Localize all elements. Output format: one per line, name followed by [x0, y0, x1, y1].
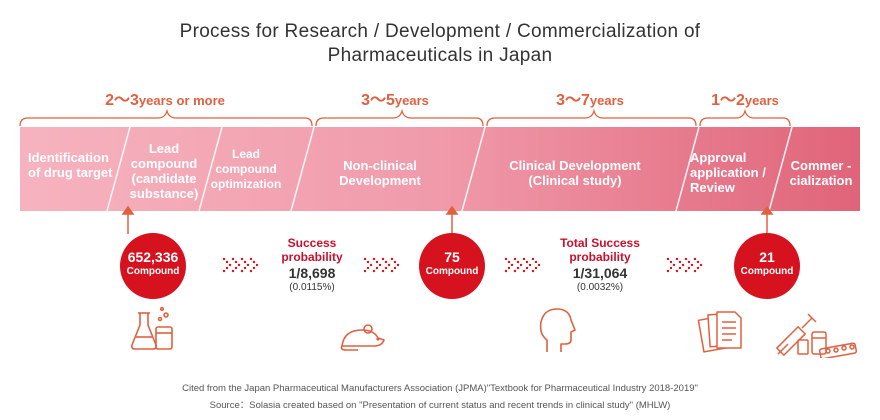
success-probability-1: Success probability 1/8,698 (0.0115%) — [281, 236, 343, 293]
flow-chevrons — [0, 254, 880, 278]
footer-source: Source：Solasia created based on "Present… — [209, 400, 671, 411]
success-probability-2: Total Success probability 1/31,064 (0.00… — [560, 236, 640, 293]
footer-citation: Cited from the Japan Pharmaceutical Manu… — [182, 383, 698, 394]
lab-flask-icon — [131, 306, 173, 350]
title-line-2: Pharmaceuticals in Japan — [327, 45, 553, 66]
medicine-syringe-icon — [776, 313, 858, 358]
compound-circle-3: 21 Compound — [734, 233, 800, 299]
compound-circle-2: 75 Compound — [419, 233, 485, 299]
title-line-1: Process for Research / Development / Com… — [179, 21, 701, 42]
stage-non-clinical: Non-clinical Development — [339, 158, 421, 188]
stage-clinical: Clinical Development (Clinical study) — [509, 158, 641, 188]
duration-braces — [19, 108, 791, 127]
stage-lead-compound: Lead compound (candidate substance) — [129, 141, 199, 201]
documents-icon — [697, 311, 742, 353]
human-head-icon — [539, 308, 576, 352]
duration-label-1: 2～3years or more — [105, 92, 225, 109]
process-band — [20, 127, 860, 211]
duration-label-2: 3～5years — [361, 92, 429, 109]
compound-circle-1: 652,336 Compound — [120, 233, 186, 299]
stage-lead-optimization: Lead compound optimization — [210, 147, 282, 191]
duration-label-3: 3～7years — [556, 92, 624, 109]
stage-approval: Approval application / Review — [690, 150, 766, 195]
page-title: Process for Research / Development / Com… — [0, 20, 880, 68]
stage-arrows — [121, 206, 774, 234]
mouse-icon — [340, 324, 385, 351]
duration-label-4: 1～2years — [711, 92, 779, 109]
stage-drug-target: Identification of drug target — [28, 150, 113, 180]
stage-commercialization: Commer -cialization — [789, 158, 853, 188]
